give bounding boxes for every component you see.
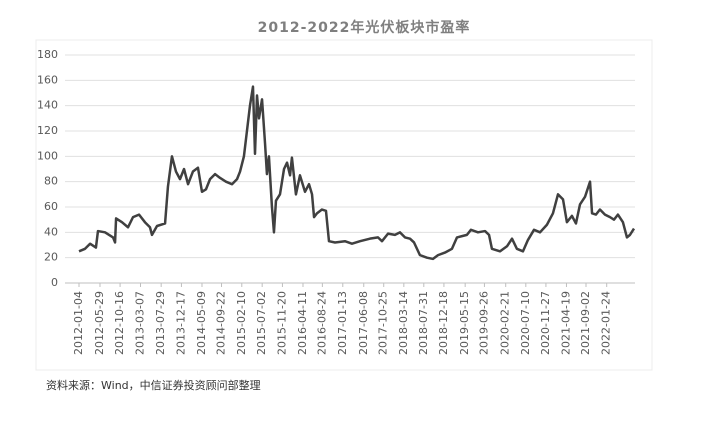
y-tick-label: 60 <box>44 200 58 213</box>
x-tick-label: 2018-07-31 <box>417 291 430 355</box>
x-tick-label: 2014-09-22 <box>215 291 228 355</box>
x-tick-label: 2018-03-14 <box>397 291 410 355</box>
x-tick-label: 2015-02-10 <box>235 291 248 355</box>
x-tick-label: 2013-07-29 <box>154 291 167 355</box>
x-tick-label: 2017-10-25 <box>377 291 390 355</box>
y-tick-label: 20 <box>44 251 58 264</box>
chart-title: 2012-2022年光伏板块市盈率 <box>258 19 471 36</box>
source-note: 资料来源：Wind，中信证券投资顾问部整理 <box>46 378 261 392</box>
x-tick-label: 2019-09-26 <box>477 291 490 355</box>
x-tick-label: 2017-06-08 <box>357 291 370 355</box>
y-tick-label: 80 <box>44 175 58 188</box>
y-tick-label: 120 <box>37 124 58 137</box>
x-tick-label: 2012-01-04 <box>72 291 85 355</box>
x-tick-label: 2020-11-27 <box>539 291 552 355</box>
y-tick-label: 100 <box>37 149 58 162</box>
x-tick-label: 2014-05-09 <box>195 291 208 355</box>
x-tick-label: 2018-12-18 <box>437 291 450 355</box>
pe-line <box>78 85 636 261</box>
y-tick-label: 180 <box>37 48 58 61</box>
x-tick-label: 2016-08-24 <box>315 291 328 355</box>
x-tick-label: 2015-07-02 <box>255 291 268 355</box>
x-tick-label: 2021-04-19 <box>559 291 572 355</box>
y-tick-label: 160 <box>37 73 58 86</box>
x-tick-label: 2012-05-29 <box>93 291 106 355</box>
x-tick-label: 2017-01-13 <box>336 291 349 355</box>
x-tick-label: 2013-03-07 <box>133 291 146 355</box>
x-tick-label: 2013-12-17 <box>174 291 187 355</box>
y-tick-label: 0 <box>51 276 58 289</box>
x-tick-label: 2021-09-02 <box>579 291 592 355</box>
y-tick-label: 40 <box>44 225 58 238</box>
x-tick-label: 2012-10-16 <box>113 291 126 355</box>
x-tick-label: 2020-07-10 <box>519 291 532 355</box>
x-tick-label: 2020-02-21 <box>499 291 512 355</box>
x-tick-label: 2019-05-15 <box>458 291 471 355</box>
y-tick-label: 140 <box>37 99 58 112</box>
x-tick-label: 2016-04-11 <box>296 291 309 355</box>
chart-frame <box>35 39 653 371</box>
x-tick-label: 2022-01-24 <box>600 291 613 355</box>
x-tick-label: 2015-11-20 <box>275 291 288 355</box>
